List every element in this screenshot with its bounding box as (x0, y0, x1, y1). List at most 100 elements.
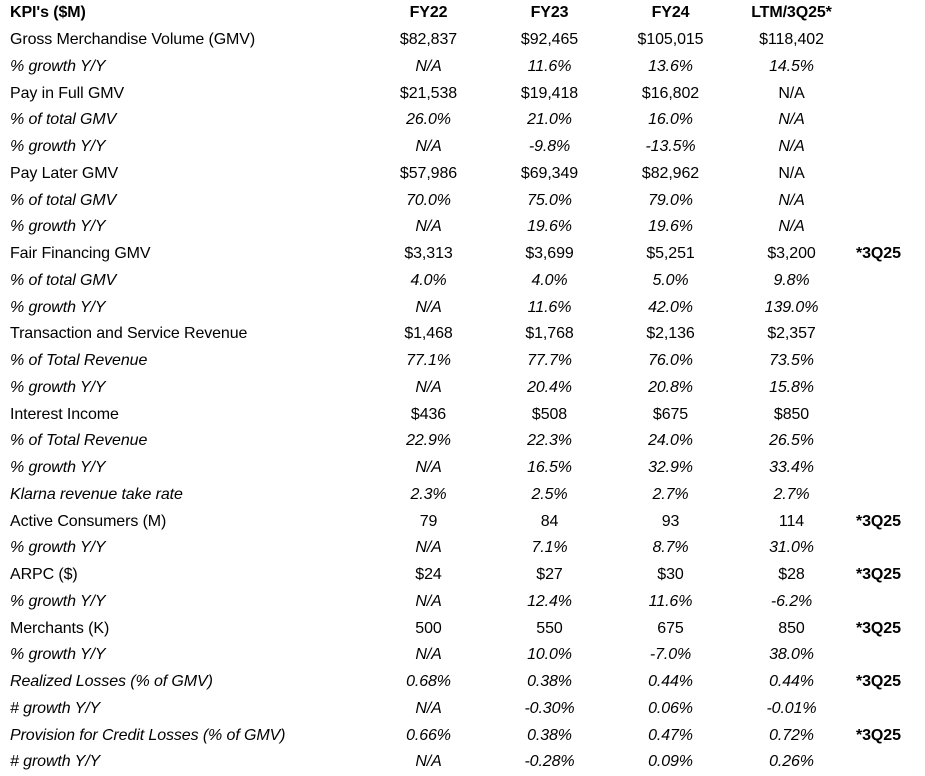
kpi-value-fy22: N/A (415, 298, 442, 316)
note-3q25: *3Q25 (856, 512, 901, 530)
kpi-value-fy22: 77.1% (406, 352, 451, 370)
kpi-value-fy24: $675 (652, 405, 689, 423)
kpi-row: Pay Later GMV $57,986 $69,349 $82,962 N/A (0, 161, 925, 188)
kpi-value-fy23: 2.5% (531, 485, 568, 503)
kpi-label: Fair Financing GMV (10, 245, 151, 263)
kpi-row: Transaction and Service Revenue $1,468 $1,… (0, 321, 925, 348)
kpi-value-fy22: N/A (415, 646, 442, 664)
kpi-value-fy24: 76.0% (648, 352, 693, 370)
kpi-label: Interest Income (10, 405, 119, 423)
kpi-value-ltm-3q25: 14.5% (769, 57, 814, 75)
kpi-value-fy22: N/A (415, 699, 442, 717)
kpi-row: % growth Y/Y N/A 10.0% -7.0% 38.0% (0, 642, 925, 669)
kpi-value-fy24: -7.0% (649, 646, 692, 664)
kpi-row: % growth Y/Y N/A 12.4% 11.6% -6.2% (0, 589, 925, 616)
kpi-value-fy24: 0.09% (648, 753, 693, 771)
kpi-value-ltm-3q25: 9.8% (773, 271, 810, 289)
kpi-label: # growth Y/Y (10, 753, 101, 771)
kpi-value-fy23: 12.4% (527, 592, 572, 610)
kpi-row: % of total GMV 4.0% 4.0% 5.0% 9.8% (0, 268, 925, 295)
kpi-label: Merchants (K) (10, 619, 110, 637)
kpi-value-fy22: 500 (415, 619, 442, 637)
kpi-row: Provision for Credit Losses (% of GMV) 0.… (0, 722, 925, 749)
kpi-label: Transaction and Service Revenue (10, 325, 248, 343)
kpi-value-fy22: N/A (415, 592, 442, 610)
kpi-row: % growth Y/Y N/A -9.8% -13.5% N/A (0, 134, 925, 161)
kpi-label: % growth Y/Y (10, 298, 106, 316)
kpi-label: % growth Y/Y (10, 459, 106, 477)
kpi-value-fy22: 79 (419, 512, 438, 530)
kpi-label: % of total GMV (10, 191, 117, 209)
kpi-value-fy23: -9.8% (528, 138, 571, 156)
kpi-value-fy24: 42.0% (648, 298, 693, 316)
kpi-value-ltm-3q25: $28 (778, 566, 805, 584)
kpi-row: % growth Y/Y N/A 7.1% 8.7% 31.0% (0, 535, 925, 562)
kpi-row: % of total GMV 26.0% 21.0% 16.0% N/A (0, 107, 925, 134)
kpi-value-ltm-3q25: -0.01% (766, 699, 817, 717)
kpi-value-fy22: N/A (415, 539, 442, 557)
kpi-row: % of Total Revenue 77.1% 77.7% 76.0% 73.5% (0, 348, 925, 375)
note-3q25: *3Q25 (856, 566, 901, 584)
kpi-value-fy23: $19,418 (520, 84, 579, 102)
kpi-value-ltm-3q25: 31.0% (769, 539, 814, 557)
kpi-value-ltm-3q25: 139.0% (764, 298, 819, 316)
kpi-value-ltm-3q25: 114 (778, 512, 805, 530)
kpi-value-fy24: 19.6% (648, 218, 693, 236)
kpi-label: % growth Y/Y (10, 539, 106, 557)
kpi-label: ARPC ($) (10, 566, 78, 584)
kpi-value-ltm-3q25: 850 (778, 619, 805, 637)
kpi-value-fy24: 8.7% (652, 539, 689, 557)
kpi-row: Merchants (K) 500 550 675 850 *3Q25 (0, 615, 925, 642)
kpi-label: Provision for Credit Losses (% of GMV) (10, 726, 286, 744)
kpi-value-ltm-3q25: $118,402 (759, 31, 824, 49)
kpi-value-fy24: 16.0% (648, 111, 693, 129)
kpi-value-fy23: $27 (536, 566, 563, 584)
kpi-row: % growth Y/Y N/A 20.4% 20.8% 15.8% (0, 375, 925, 402)
kpi-value-fy24: 20.8% (648, 378, 693, 396)
kpi-label: Realized Losses (% of GMV) (10, 673, 213, 691)
kpi-value-fy23: $92,465 (520, 31, 579, 49)
kpi-value-ltm-3q25: 38.0% (769, 646, 814, 664)
kpi-value-fy23: -0.30% (524, 699, 575, 717)
kpi-value-fy24: $5,251 (646, 245, 695, 263)
kpi-value-fy22: N/A (415, 218, 442, 236)
note-3q25: *3Q25 (856, 673, 901, 691)
kpi-label: Pay Later GMV (10, 164, 119, 182)
kpi-value-ltm-3q25: $3,200 (767, 245, 816, 263)
kpi-value-fy24: 32.9% (648, 459, 693, 477)
kpi-value-fy24: $105,015 (637, 31, 704, 49)
kpi-value-fy23: 75.0% (527, 191, 572, 209)
kpi-value-fy23: 0.38% (527, 726, 572, 744)
kpi-value-fy23: $3,699 (525, 245, 574, 263)
kpi-row: Fair Financing GMV $3,313 $3,699 $5,251 $3,2… (0, 241, 925, 268)
kpi-row: % growth Y/Y N/A 11.6% 13.6% 14.5% (0, 54, 925, 81)
kpi-label: % growth Y/Y (10, 57, 106, 75)
column-header-ltm-3q25: LTM/3Q25* (751, 4, 832, 22)
column-header-fy22: FY22 (409, 4, 448, 22)
kpi-value-fy22: N/A (415, 459, 442, 477)
kpi-row: Pay in Full GMV $21,538 $19,418 $16,802 N/A (0, 80, 925, 107)
kpi-row: Realized Losses (% of GMV) 0.68% 0.38% 0.44… (0, 669, 925, 696)
note-3q25: *3Q25 (856, 726, 901, 744)
kpi-row: % of Total Revenue 22.9% 22.3% 24.0% 26.5% (0, 428, 925, 455)
kpi-value-fy24: 2.7% (652, 485, 689, 503)
kpi-value-fy23: 10.0% (527, 646, 572, 664)
kpi-value-fy23: 84 (540, 512, 559, 530)
kpi-value-ltm-3q25: 0.26% (769, 753, 814, 771)
kpi-value-fy22: $57,986 (399, 164, 458, 182)
kpi-value-fy24: $30 (657, 566, 684, 584)
kpi-row: % growth Y/Y N/A 16.5% 32.9% 33.4% (0, 455, 925, 482)
kpi-value-fy24: 13.6% (648, 57, 693, 75)
kpi-value-ltm-3q25: 0.44% (769, 673, 814, 691)
kpi-value-fy23: $1,768 (525, 325, 574, 343)
kpi-value-fy24: 5.0% (652, 271, 689, 289)
kpi-value-ltm-3q25: N/A (778, 218, 805, 236)
kpi-label: % of Total Revenue (10, 352, 148, 370)
kpi-value-fy22: $82,837 (399, 31, 458, 49)
note-3q25: *3Q25 (856, 245, 901, 263)
kpi-label: % growth Y/Y (10, 592, 106, 610)
kpi-value-fy22: $436 (410, 405, 447, 423)
kpi-value-fy24: 0.06% (648, 699, 693, 717)
kpi-value-ltm-3q25: 73.5% (769, 352, 814, 370)
